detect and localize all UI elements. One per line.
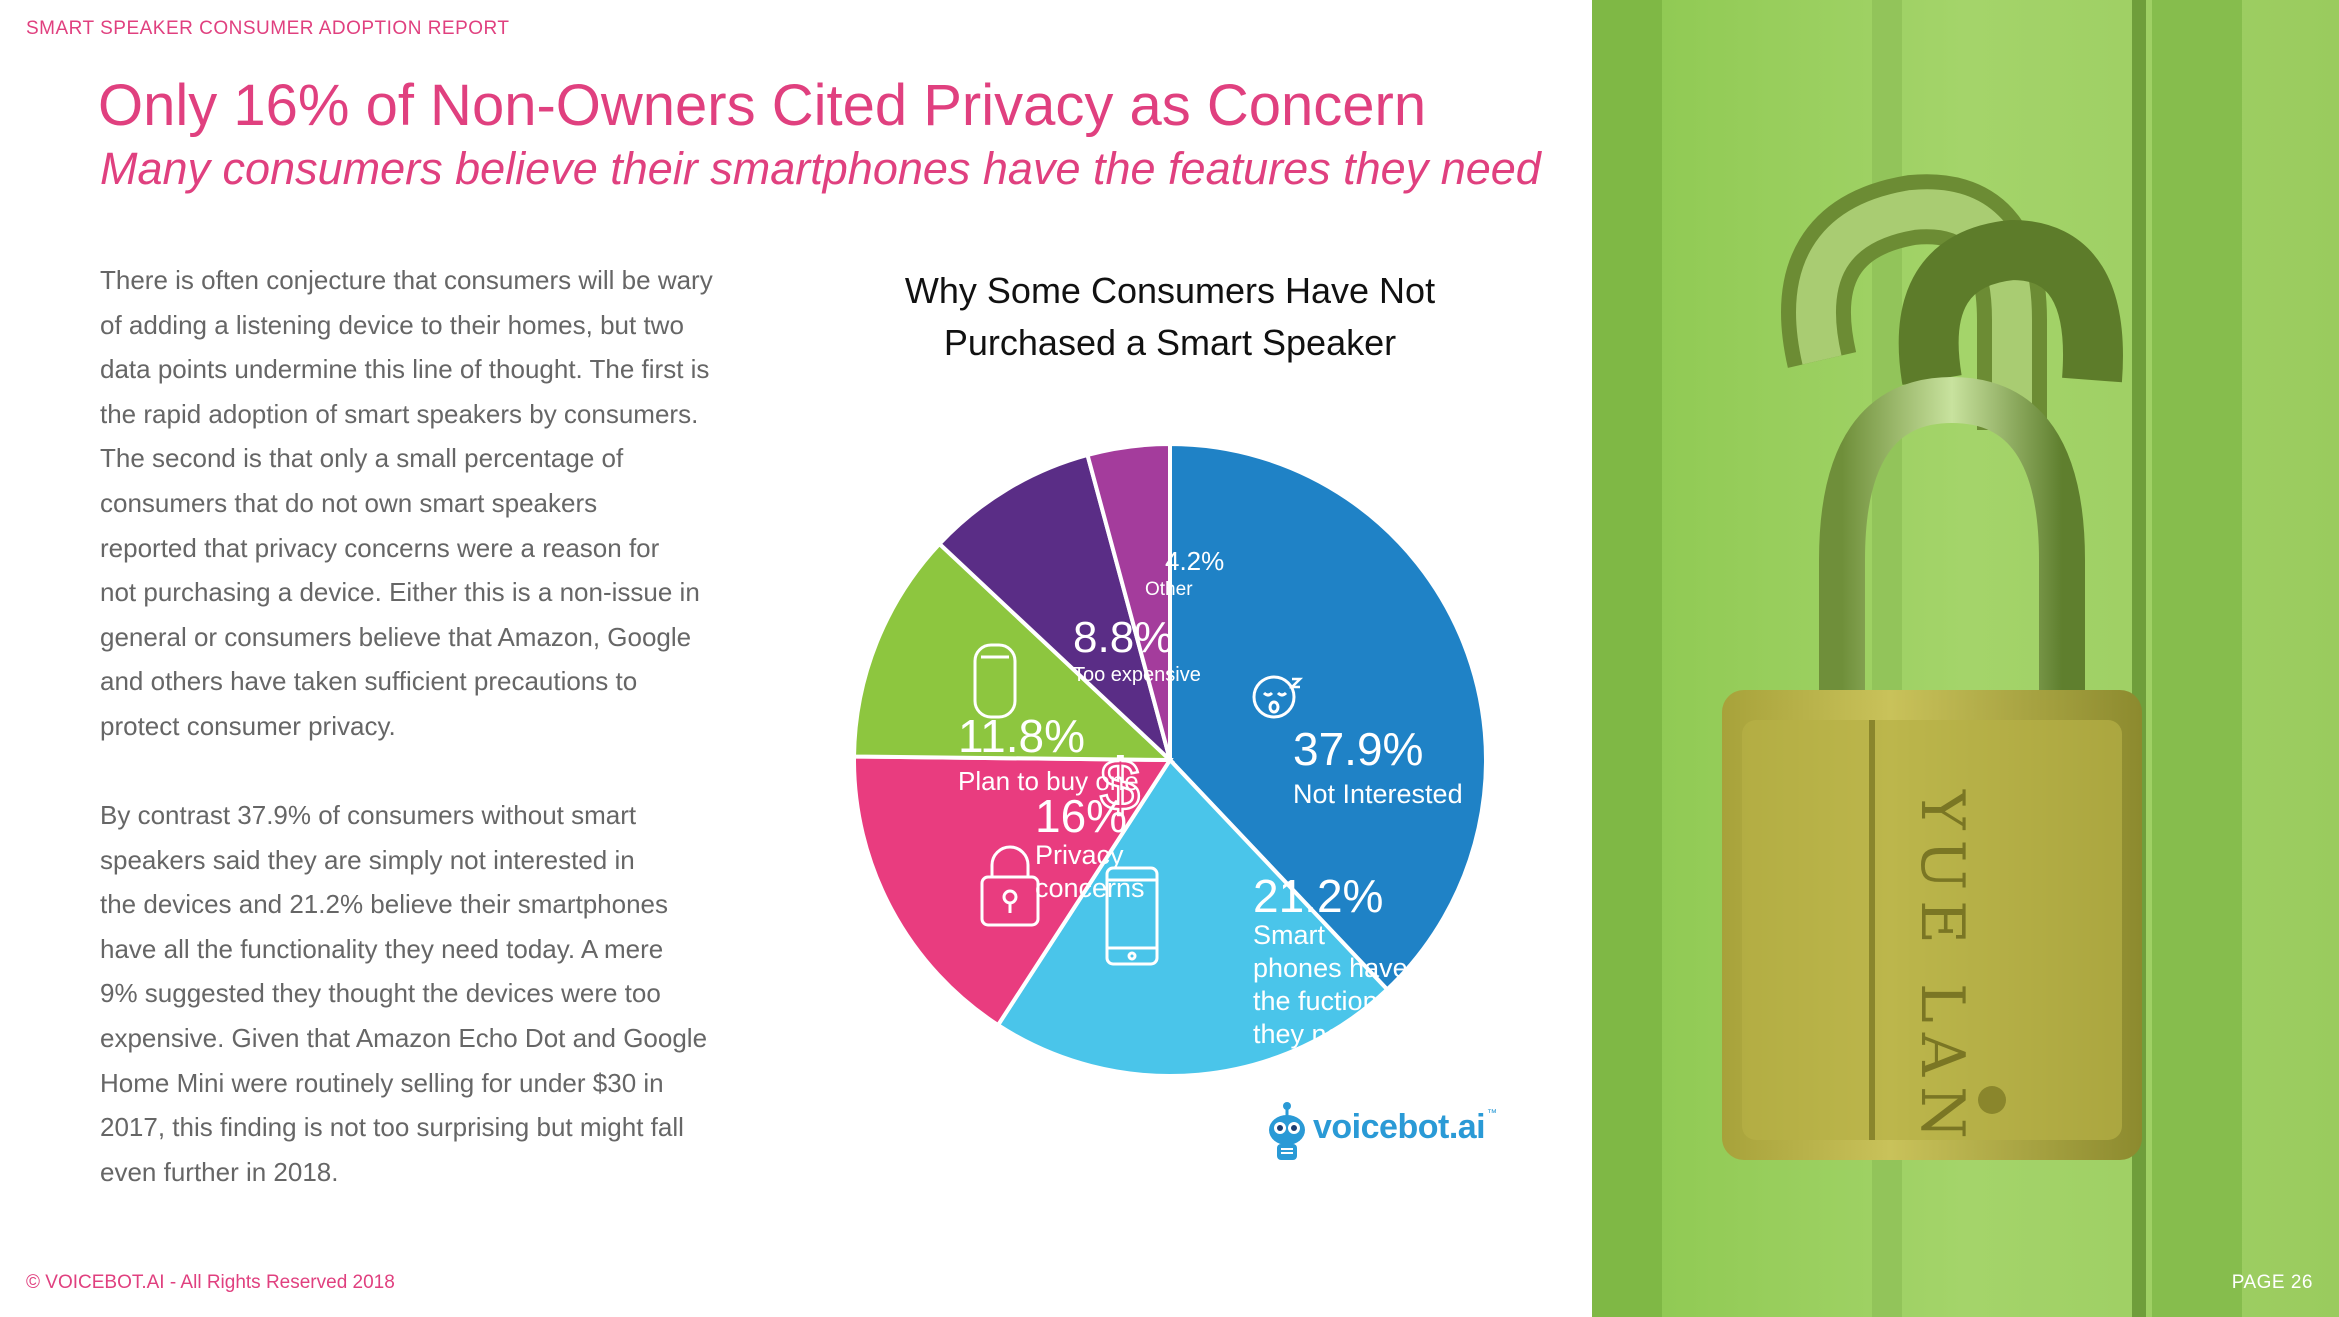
slice-category-label: Privacy (1035, 840, 1124, 870)
body-text-line: There is often conjecture that consumers… (100, 265, 713, 295)
body-text-line: reported that privacy concerns were a re… (100, 532, 660, 563)
slice-category-label: they need (1253, 1019, 1372, 1049)
slice-category-label: Smart (1253, 920, 1326, 950)
slice-category-label: Plan to buy one (958, 766, 1139, 796)
chart-title-line-1: Why Some Consumers Have Not (904, 270, 1436, 311)
body-text-line: and others have taken sufficient precaut… (100, 666, 638, 697)
slice-value-label: 16% (1035, 790, 1127, 842)
body-text-line: general or consumers believe that Amazon… (100, 621, 692, 652)
pie-slice (1085, 441, 1172, 761)
padlock-icon (980, 845, 1040, 927)
slice-category-label: Other (1145, 579, 1193, 600)
body-text-line: 2017, this finding is not too surprising… (100, 1112, 684, 1143)
slice-value-label: 8.8% (1073, 613, 1173, 662)
padlock-photo: YUE LAN PAGE 26 (1592, 0, 2339, 1317)
page-number: PAGE 26 (2231, 1272, 2313, 1293)
body-text-line: Home Mini were routinely selling for und… (100, 1067, 664, 1098)
body-text-line: By contrast 37.9% of consumers without s… (100, 800, 637, 830)
svg-text:YUE LAN: YUE LAN (1907, 789, 1977, 1149)
chart-title-line-2: Purchased a Smart Speaker (943, 322, 1397, 363)
body-text-line: protect consumer privacy. (100, 710, 396, 741)
dollar-icon: $ (1099, 745, 1142, 828)
svg-text:$: $ (1100, 746, 1140, 826)
voicebot-logo: voicebot.ai ™ (1265, 1096, 1505, 1166)
slice-category-label: Too expensive (1073, 664, 1201, 686)
slice-value-label: 21.2% (1253, 870, 1383, 922)
slice-value-label: 11.8% (958, 710, 1085, 762)
body-text-line: 9% suggested they thought the devices we… (100, 978, 661, 1009)
logo-trademark: ™ (1487, 1108, 1497, 1119)
body-text-line: The second is that only a small percenta… (100, 443, 624, 474)
sleeping-face-icon (1252, 675, 1304, 719)
report-header-label: SMART SPEAKER CONSUMER ADOPTION REPORT (26, 18, 510, 39)
page-subtitle: Many consumers believe their smartphones… (100, 143, 1541, 194)
slice-value-label: 4.2% (1165, 546, 1224, 576)
slice-category-label: Not Interested (1293, 779, 1463, 809)
pie-slice (936, 452, 1174, 767)
body-text-line: not purchasing a device. Either this is … (100, 577, 700, 608)
slice-category-label: concerns (1035, 873, 1145, 903)
body-text-line: the rapid adoption of smart speakers by … (100, 398, 699, 429)
page-title: Only 16% of Non-Owners Cited Privacy as … (98, 73, 1427, 138)
smart-speaker-icon (973, 643, 1017, 719)
footer-copyright: © VOICEBOT.AI - All Rights Reserved 2018 (26, 1272, 395, 1293)
slice-category-label: the fuctionality (1253, 986, 1426, 1016)
body-text-line: even further in 2018. (100, 1156, 339, 1187)
slice-category-label: phones have (1253, 953, 1408, 983)
pie-slice (995, 756, 1391, 1078)
body-paragraph-2: By contrast 37.9% of consumers without s… (100, 793, 750, 1194)
body-text-line: expensive. Given that Amazon Echo Dot an… (100, 1022, 708, 1053)
body-paragraph-1: There is often conjecture that consumers… (100, 258, 750, 749)
body-text-line: data points undermine this line of thoug… (100, 354, 710, 385)
robot-mic-icon (1269, 1102, 1305, 1160)
body-text-line: have all the functionality they need tod… (100, 933, 664, 964)
chart-title: Why Some Consumers Have Not Purchased a … (880, 265, 1460, 369)
smartphone-icon (1105, 866, 1159, 966)
body-text-line: speakers said they are simply not intere… (100, 844, 635, 875)
slice-value-label: 37.9% (1293, 723, 1423, 775)
body-text-line: the devices and 21.2% believe their smar… (100, 889, 669, 920)
body-text-line: consumers that do not own smart speakers (100, 487, 598, 518)
body-text-line: of adding a listening device to their ho… (100, 309, 684, 340)
pie-slice (1168, 441, 1488, 993)
logo-wordmark: voicebot.ai (1313, 1108, 1486, 1146)
